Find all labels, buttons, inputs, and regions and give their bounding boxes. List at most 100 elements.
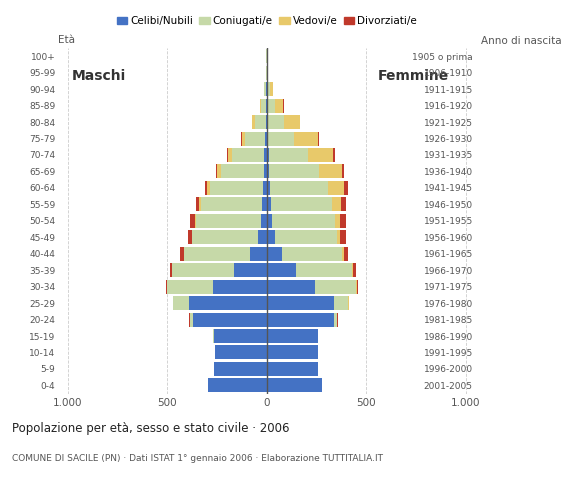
Bar xyxy=(269,148,307,162)
Bar xyxy=(318,132,319,145)
Bar xyxy=(267,329,317,343)
Bar xyxy=(255,115,266,129)
Bar xyxy=(214,329,267,343)
Bar xyxy=(260,98,261,113)
Bar xyxy=(227,148,231,162)
Bar xyxy=(335,312,338,326)
Bar xyxy=(242,132,245,145)
Bar xyxy=(191,230,192,244)
Bar xyxy=(332,197,342,211)
Bar xyxy=(267,148,269,162)
Bar xyxy=(190,312,193,326)
Bar xyxy=(357,280,358,294)
Bar xyxy=(267,280,314,294)
Bar xyxy=(267,247,282,261)
Bar xyxy=(205,181,207,195)
Bar xyxy=(189,296,267,310)
Bar xyxy=(267,197,271,211)
Bar xyxy=(340,230,346,244)
Bar xyxy=(268,115,284,129)
Bar xyxy=(184,247,250,261)
Bar xyxy=(234,263,267,277)
Bar xyxy=(266,115,267,129)
Bar xyxy=(267,312,335,326)
Bar xyxy=(342,247,344,261)
Bar xyxy=(214,362,267,376)
Bar xyxy=(208,378,267,392)
Bar xyxy=(328,181,345,195)
Bar xyxy=(216,165,218,179)
Bar xyxy=(319,165,342,179)
Bar xyxy=(261,98,266,113)
Text: Femmine: Femmine xyxy=(378,69,450,83)
Text: Maschi: Maschi xyxy=(72,69,126,83)
Bar xyxy=(282,247,342,261)
Bar xyxy=(168,280,213,294)
Bar xyxy=(270,82,273,96)
Bar xyxy=(269,132,294,145)
Bar xyxy=(267,230,275,244)
Bar xyxy=(264,165,267,179)
Bar xyxy=(193,312,267,326)
Bar xyxy=(267,378,322,392)
Bar xyxy=(267,296,335,310)
Bar xyxy=(344,247,349,261)
Bar xyxy=(252,115,255,129)
Bar xyxy=(335,214,340,228)
Bar xyxy=(340,214,346,228)
Bar xyxy=(284,115,300,129)
Bar xyxy=(314,280,356,294)
Bar xyxy=(180,247,184,261)
Bar xyxy=(345,181,348,195)
Bar xyxy=(213,329,214,343)
Text: Età: Età xyxy=(58,35,75,45)
Bar xyxy=(195,214,261,228)
Bar xyxy=(338,230,340,244)
Text: COMUNE DI SACILE (PN) · Dati ISTAT 1° gennaio 2006 · Elaborazione TUTTITALIA.IT: COMUNE DI SACILE (PN) · Dati ISTAT 1° ge… xyxy=(12,454,383,463)
Bar xyxy=(342,197,346,211)
Bar xyxy=(245,132,265,145)
Legend: Celibi/Nubili, Coniugati/e, Vedovi/e, Divorziati/e: Celibi/Nubili, Coniugati/e, Vedovi/e, Di… xyxy=(113,12,421,30)
Bar xyxy=(213,280,267,294)
Bar xyxy=(221,165,264,179)
Bar xyxy=(250,247,267,261)
Text: Popolazione per età, sesso e stato civile · 2006: Popolazione per età, sesso e stato civil… xyxy=(12,422,289,435)
Bar xyxy=(267,132,269,145)
Bar xyxy=(241,132,242,145)
Bar xyxy=(267,115,268,129)
Bar xyxy=(215,346,267,360)
Bar xyxy=(262,197,267,211)
Bar xyxy=(188,230,191,244)
Bar xyxy=(264,82,266,96)
Bar xyxy=(267,214,272,228)
Bar xyxy=(267,66,268,80)
Bar xyxy=(172,263,234,277)
Bar xyxy=(335,296,349,310)
Bar xyxy=(263,181,267,195)
Bar xyxy=(209,181,263,195)
Bar xyxy=(267,181,270,195)
Bar xyxy=(266,66,267,80)
Bar xyxy=(267,165,269,179)
Bar xyxy=(195,197,199,211)
Bar xyxy=(352,263,353,277)
Bar xyxy=(307,148,334,162)
Bar xyxy=(267,263,296,277)
Bar xyxy=(267,82,270,96)
Bar xyxy=(218,165,221,179)
Bar xyxy=(258,230,267,244)
Bar xyxy=(353,263,356,277)
Bar xyxy=(266,98,267,113)
Bar xyxy=(267,98,275,113)
Bar xyxy=(264,148,267,162)
Bar xyxy=(170,263,172,277)
Bar xyxy=(261,214,267,228)
Bar xyxy=(272,214,335,228)
Bar xyxy=(296,263,352,277)
Bar xyxy=(267,362,317,376)
Bar xyxy=(342,165,344,179)
Bar xyxy=(267,346,317,360)
Bar xyxy=(231,148,264,162)
Bar xyxy=(276,98,283,113)
Bar xyxy=(269,165,319,179)
